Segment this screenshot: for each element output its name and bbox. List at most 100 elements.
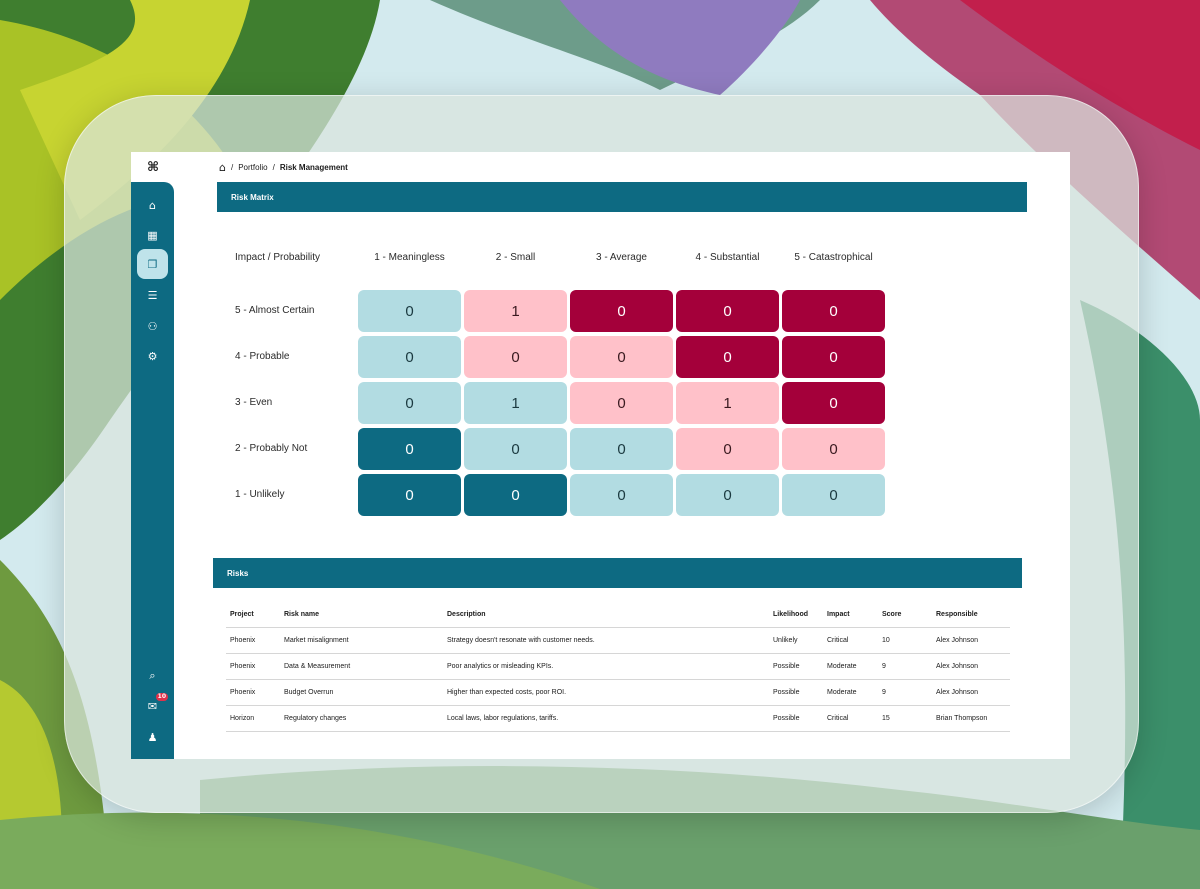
table-cell: 10 [878,626,932,653]
list-icon: ☰ [147,288,158,302]
matrix-cell[interactable]: 0 [358,474,461,516]
breadcrumb-current: Risk Management [279,163,348,172]
home-icon: ⌂ [149,198,156,212]
table-cell: Possible [769,704,823,732]
matrix-cell[interactable]: 0 [676,290,779,332]
matrix-cell[interactable]: 0 [782,382,885,424]
matrix-cell[interactable]: 0 [676,428,779,470]
breadcrumb: ⌂ / Portfolio / Risk Management [219,161,348,174]
folder-icon: ❐ [147,257,158,271]
sidebar-item-dashboard[interactable]: ▦ [131,222,174,248]
table-cell: Phoenix [226,626,280,653]
risks-table: Project Risk name Description Likelihood… [226,602,1010,732]
table-cell: Critical [823,626,878,653]
table-cell: Local laws, labor regulations, tariffs. [443,704,769,732]
app-logo-icon[interactable]: ⌘ [147,160,160,175]
home-icon[interactable]: ⌂ [219,161,226,174]
table-cell: Strategy doesn't resonate with customer … [443,626,769,653]
column-header[interactable]: Score [882,610,902,618]
sidebar-item-profile[interactable]: ♟ [131,724,174,750]
matrix-cell[interactable]: 0 [676,474,779,516]
matrix-cell[interactable]: 0 [464,336,567,378]
table-cell: Market misalignment [280,626,443,653]
search-icon: ⌕ [149,669,156,682]
matrix-cell[interactable]: 0 [782,290,885,332]
table-cell: Brian Thompson [932,704,1010,732]
matrix-column-header: 5 - Catastrophical [794,252,873,263]
breadcrumb-separator: / [230,163,234,172]
dashboard-icon: ▦ [147,228,158,242]
sidebar-item-home[interactable]: ⌂ [131,192,174,218]
matrix-cell[interactable]: 0 [570,336,673,378]
column-header[interactable]: Project [230,610,254,618]
matrix-cell[interactable]: 0 [782,474,885,516]
mail-icon: ✉ [147,699,158,713]
matrix-column-header: 1 - Meaningless [374,252,445,263]
matrix-cell[interactable]: 0 [358,382,461,424]
risk-matrix-title: Risk Matrix [231,192,274,202]
matrix-cell[interactable]: 0 [782,336,885,378]
matrix-cell[interactable]: 0 [358,290,461,332]
matrix-row-label: 2 - Probably Not [235,443,308,454]
matrix-row-label: 5 - Almost Certain [235,305,315,316]
matrix-cell[interactable]: 0 [358,336,461,378]
matrix-cell[interactable]: 1 [464,290,567,332]
table-cell: Phoenix [226,678,280,705]
table-cell: Budget Overrun [280,678,443,705]
table-cell: 9 [878,652,932,679]
matrix-cell[interactable]: 0 [570,474,673,516]
sidebar-item-portfolio[interactable]: ❐ [137,249,168,279]
sidebar-item-team[interactable]: ⚇ [131,313,174,339]
sidebar-item-settings[interactable]: ⚙ [131,343,174,369]
matrix-cell[interactable]: 0 [676,336,779,378]
matrix-cell[interactable]: 1 [676,382,779,424]
matrix-cell[interactable]: 0 [570,428,673,470]
breadcrumb-separator: / [272,163,275,172]
column-header[interactable]: Description [447,610,486,618]
column-header[interactable]: Responsible [936,610,978,618]
sidebar: ⌂ ▦ ❐ ☰ ⚇ ⚙ ⌕ ✉ 10 ♟ [131,182,174,759]
matrix-cell[interactable]: 0 [464,428,567,470]
team-icon: ⚇ [147,319,158,333]
table-cell: 15 [878,704,932,732]
matrix-column-header: 3 - Average [596,252,647,263]
table-cell: Alex Johnson [932,626,1010,653]
matrix-cell[interactable]: 0 [782,428,885,470]
table-row[interactable]: Phoenix Market misalignment Strategy doesn… [226,626,1010,653]
matrix-cell[interactable]: 0 [358,428,461,470]
table-cell: Horizon [226,704,280,732]
matrix-corner-label: Impact / Probability [235,252,321,263]
app-window: ⌘ ⌂ / Portfolio / Risk Management ⌂ ▦ ❐ … [131,152,1070,759]
table-header-row: Project Risk name Description Likelihood… [226,602,1010,627]
table-cell: Alex Johnson [932,652,1010,679]
table-cell: Higher than expected costs, poor ROI. [443,678,769,705]
user-icon: ♟ [147,730,158,744]
table-row[interactable]: Horizon Regulatory changes Local laws, lab… [226,704,1010,732]
sidebar-item-search[interactable]: ⌕ [131,663,174,689]
table-cell: Regulatory changes [280,704,443,732]
table-cell: Poor analytics or misleading KPIs. [443,652,769,679]
sidebar-item-inbox[interactable]: ✉ 10 [131,693,174,719]
risk-matrix-header: Risk Matrix [217,182,1027,212]
matrix-row-label: 1 - Unlikely [235,489,285,500]
column-header[interactable]: Risk name [284,610,320,618]
table-row[interactable]: Phoenix Budget Overrun Higher than expecte… [226,678,1010,705]
table-cell: Unlikely [769,626,823,653]
column-header[interactable]: Impact [827,610,850,618]
matrix-cell[interactable]: 1 [464,382,567,424]
table-cell: Data & Measurement [280,652,443,679]
matrix-cell[interactable]: 0 [464,474,567,516]
sidebar-item-reports[interactable]: ☰ [131,282,174,308]
matrix-cell[interactable]: 0 [570,290,673,332]
gear-icon: ⚙ [147,349,158,363]
table-cell: Alex Johnson [932,678,1010,705]
matrix-cell[interactable]: 0 [570,382,673,424]
risks-header: Risks [213,558,1022,588]
table-cell: Possible [769,652,823,679]
notification-badge: 10 [155,693,168,701]
matrix-row-label: 3 - Even [235,397,273,408]
column-header[interactable]: Likelihood [773,610,808,618]
breadcrumb-portfolio[interactable]: Portfolio [238,163,268,172]
table-row[interactable]: Phoenix Data & Measurement Poor analytics … [226,652,1010,679]
table-cell: Phoenix [226,652,280,679]
